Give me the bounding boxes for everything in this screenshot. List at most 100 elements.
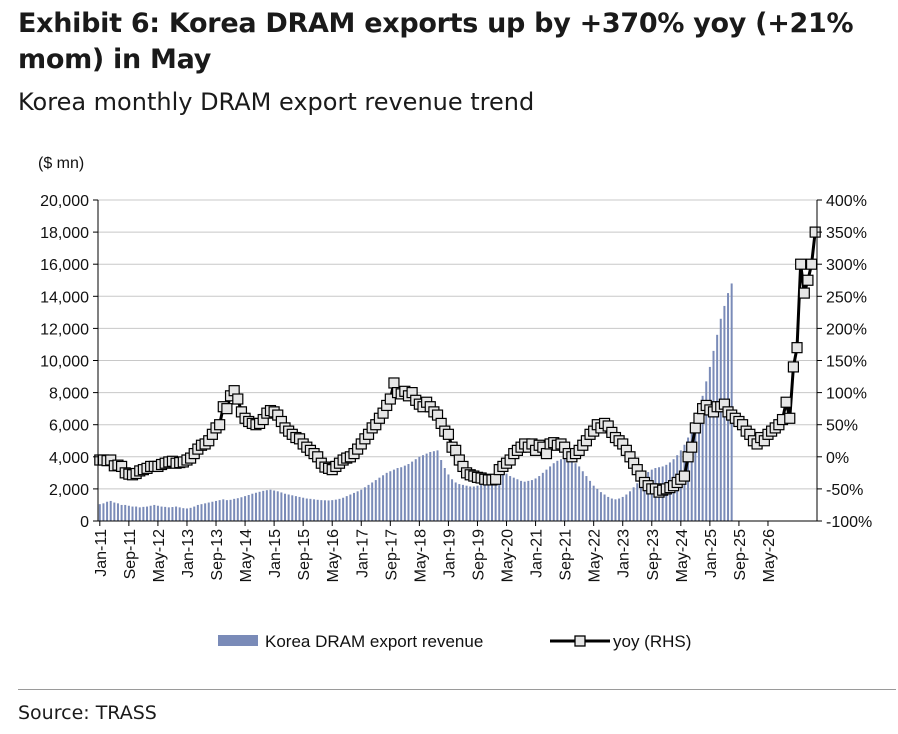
revenue-bar: [244, 496, 247, 521]
x-tick-label: Sep-23: [645, 529, 662, 581]
revenue-bar: [480, 484, 483, 521]
revenue-bar: [164, 506, 167, 521]
x-tick-label: Jan-25: [703, 529, 720, 578]
revenue-bar: [567, 459, 570, 521]
revenue-bar: [596, 488, 599, 521]
revenue-bar: [120, 504, 123, 521]
revenue-bar: [407, 464, 410, 521]
revenue-bar: [440, 460, 443, 521]
left-tick-label: 10,000: [40, 354, 89, 371]
revenue-bar: [211, 501, 214, 521]
revenue-bar: [345, 496, 348, 521]
revenue-bar: [207, 502, 210, 521]
revenue-bar: [708, 366, 711, 521]
left-tick-label: 2,000: [49, 482, 89, 499]
x-tick-label: May-24: [674, 529, 691, 582]
revenue-bar: [153, 504, 156, 521]
revenue-bar: [436, 450, 439, 521]
revenue-bar: [273, 490, 276, 521]
revenue-bar: [254, 492, 257, 521]
revenue-bar: [323, 500, 326, 521]
x-axis-ticks: Jan-11 Sep-11 May-12 Jan-13 Sep-13 May-14 Jan-…: [93, 529, 778, 582]
revenue-bar: [636, 483, 639, 521]
right-tick-label: 100%: [826, 386, 867, 403]
revenue-bar: [265, 490, 268, 521]
x-tick-label: May-14: [238, 529, 255, 582]
revenue-bar: [476, 485, 479, 521]
revenue-bar: [422, 455, 425, 521]
yoy-point: [221, 403, 233, 415]
revenue-bar: [400, 467, 403, 521]
x-tick-label: May-22: [587, 529, 604, 582]
revenue-bar: [276, 491, 279, 521]
right-tick-label: 50%: [826, 418, 858, 435]
left-tick-label: 4,000: [49, 450, 89, 467]
revenue-bar: [371, 482, 374, 521]
revenue-bar: [247, 494, 250, 521]
revenue-bar: [378, 477, 381, 521]
revenue-bar: [280, 492, 283, 521]
revenue-bar: [135, 506, 138, 521]
revenue-bar: [541, 472, 544, 521]
revenue-bar: [305, 498, 308, 521]
yoy-point: [384, 393, 396, 405]
revenue-bar: [287, 494, 290, 521]
revenue-bar: [621, 496, 624, 521]
yoy-point: [442, 428, 455, 440]
revenue-bar: [552, 463, 555, 521]
revenue-bar: [367, 484, 370, 521]
x-tick-label: Jan-21: [529, 529, 546, 578]
revenue-bar: [581, 471, 584, 521]
yoy-point: [678, 470, 691, 482]
x-tick-label: Sep-25: [732, 529, 749, 581]
revenue-bar: [505, 473, 508, 521]
yoy-point: [791, 342, 803, 354]
revenue-bar: [363, 487, 366, 521]
revenue-bar: [520, 480, 523, 521]
revenue-bar: [385, 472, 388, 521]
revenue-bar: [712, 350, 715, 521]
revenue-bar: [643, 475, 646, 521]
yoy-point: [693, 412, 705, 424]
revenue-bar: [127, 505, 130, 521]
yoy-point: [795, 258, 807, 270]
right-tick-label: 0%: [826, 450, 849, 467]
revenue-bar: [628, 491, 631, 521]
left-tick-label: 14,000: [40, 289, 89, 306]
x-tick-label: May-16: [325, 529, 342, 582]
revenue-bar: [563, 458, 566, 521]
revenue-bar: [614, 499, 617, 521]
left-tick-label: 8,000: [49, 386, 89, 403]
revenue-bars: [98, 283, 733, 521]
revenue-bar: [113, 502, 116, 521]
revenue-bar: [236, 498, 239, 521]
revenue-bar: [432, 451, 435, 521]
revenue-bar: [545, 469, 548, 521]
revenue-bar: [124, 504, 127, 521]
revenue-bar: [320, 500, 323, 521]
revenue-bar: [472, 486, 475, 521]
yoy-point: [798, 287, 810, 299]
revenue-bar: [294, 496, 297, 521]
revenue-bar: [618, 498, 621, 521]
x-tick-label: Sep-17: [383, 529, 400, 581]
revenue-bar: [599, 492, 602, 521]
revenue-bar: [131, 506, 134, 521]
revenue-bar: [374, 480, 377, 521]
revenue-bar: [719, 318, 722, 521]
revenue-bar: [411, 461, 414, 521]
revenue-bar: [461, 484, 464, 521]
revenue-bar: [233, 498, 236, 521]
right-tick-label: 400%: [826, 193, 867, 210]
revenue-bar: [149, 505, 152, 521]
revenue-bar: [215, 500, 218, 521]
revenue-bar: [302, 497, 305, 521]
revenue-bar: [549, 466, 552, 521]
right-tick-label: 150%: [826, 354, 867, 371]
revenue-bar: [342, 497, 345, 521]
revenue-bar: [465, 485, 468, 521]
yoy-point: [780, 396, 792, 408]
yoy-point: [214, 419, 226, 431]
right-tick-label: 300%: [826, 257, 867, 274]
x-tick-label: Sep-21: [558, 529, 575, 581]
